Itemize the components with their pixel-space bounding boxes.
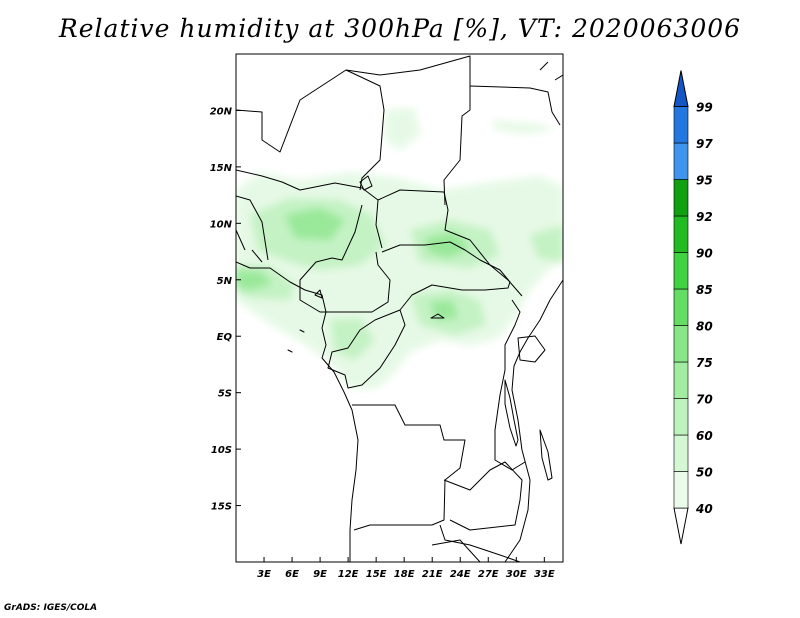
lat-tick-label: 5N [217, 276, 233, 287]
latitude-axis: 20N 15N 10N 5N EQ 5S 10S 15S [210, 106, 241, 513]
lon-tick-label: 33E [534, 569, 555, 580]
colorbar-box [673, 179, 689, 217]
country-borders [236, 55, 563, 562]
islands [287, 289, 445, 353]
border-zambia [443, 461, 523, 531]
border-libya-egypt [345, 55, 471, 206]
colorbar-level-label: 60 [696, 429, 713, 443]
colorbar: 40 50 60 70 75 80 85 90 92 95 97 99 [673, 70, 713, 545]
border-car-south [381, 241, 511, 311]
longitude-axis: 3E 6E 9E 12E 15E 18E 21E 24E 27E 30E 33E [257, 557, 555, 580]
colorbar-level-label: 97 [696, 137, 713, 151]
lat-tick-label: 10N [210, 219, 233, 230]
colorbar-box [673, 471, 689, 509]
border-west [236, 195, 269, 263]
lake-tanganyika [504, 379, 519, 447]
colorbar-level-label: 50 [696, 466, 713, 480]
lon-tick-label: 6E [285, 569, 299, 580]
lat-tick-label: 5S [218, 389, 232, 400]
colorbar-box [673, 142, 689, 180]
lon-tick-label: 15E [366, 569, 387, 580]
border-southern [431, 524, 521, 562]
lat-tick-label: 10S [211, 445, 232, 456]
colorbar-level-label: 40 [695, 502, 713, 516]
lon-tick-label: 12E [338, 569, 359, 580]
border-chad-sudan [377, 189, 523, 297]
lat-tick-label: 15S [211, 502, 232, 513]
colorbar-level-label: 92 [696, 210, 713, 224]
lon-tick-label: 27E [478, 569, 499, 580]
coastline-east-africa [504, 279, 563, 562]
colorbar-level-label: 99 [696, 101, 713, 115]
border-niger-nigeria [236, 169, 383, 249]
colorbar-level-label: 80 [696, 320, 713, 334]
lon-tick-label: 3E [257, 569, 271, 580]
dark-humidity-area [236, 208, 470, 320]
lake-chad [359, 175, 373, 191]
colorbar-box [673, 325, 689, 363]
colorbar-level-label: 70 [696, 393, 713, 407]
map-frame [235, 53, 564, 563]
lon-tick-label: 21E [422, 569, 443, 580]
lat-tick-label: 15N [210, 163, 233, 174]
colorbar-box [673, 215, 689, 253]
border-car [299, 204, 391, 313]
colorbar-box [673, 434, 689, 472]
lon-tick-label: 30E [506, 569, 527, 580]
map-title: Relative humidity at 300hPa [%], VT: 202… [58, 14, 742, 43]
colorbar-box [673, 252, 689, 290]
lat-tick-label: EQ [217, 332, 233, 343]
colorbar-level-label: 75 [696, 356, 713, 370]
grads-credit: GrADS: IGES/COLA [4, 603, 98, 613]
colorbar-box [673, 106, 689, 144]
lake-malawi [539, 429, 553, 481]
colorbar-over-triangle [673, 70, 689, 107]
colorbar-box [673, 398, 689, 436]
border-angola [352, 404, 466, 531]
border-drc-east [494, 299, 526, 471]
colorbar-level-label: 90 [696, 247, 713, 261]
lat-tick-label: 20N [210, 106, 233, 117]
border-sahara [236, 69, 385, 191]
border-horn [469, 61, 563, 126]
lon-tick-label: 24E [450, 569, 471, 580]
lon-tick-label: 9E [313, 569, 327, 580]
colorbar-level-label: 95 [696, 174, 713, 188]
colorbar-box [673, 288, 689, 326]
colorbar-level-label: 85 [696, 283, 713, 297]
humidity-shading [236, 108, 563, 388]
border-drc [327, 309, 406, 389]
lon-tick-label: 18E [394, 569, 415, 580]
lake-victoria [517, 335, 546, 363]
colorbar-box [673, 361, 689, 399]
colorbar-under-triangle [673, 507, 689, 545]
coastline-west-africa [236, 261, 359, 562]
